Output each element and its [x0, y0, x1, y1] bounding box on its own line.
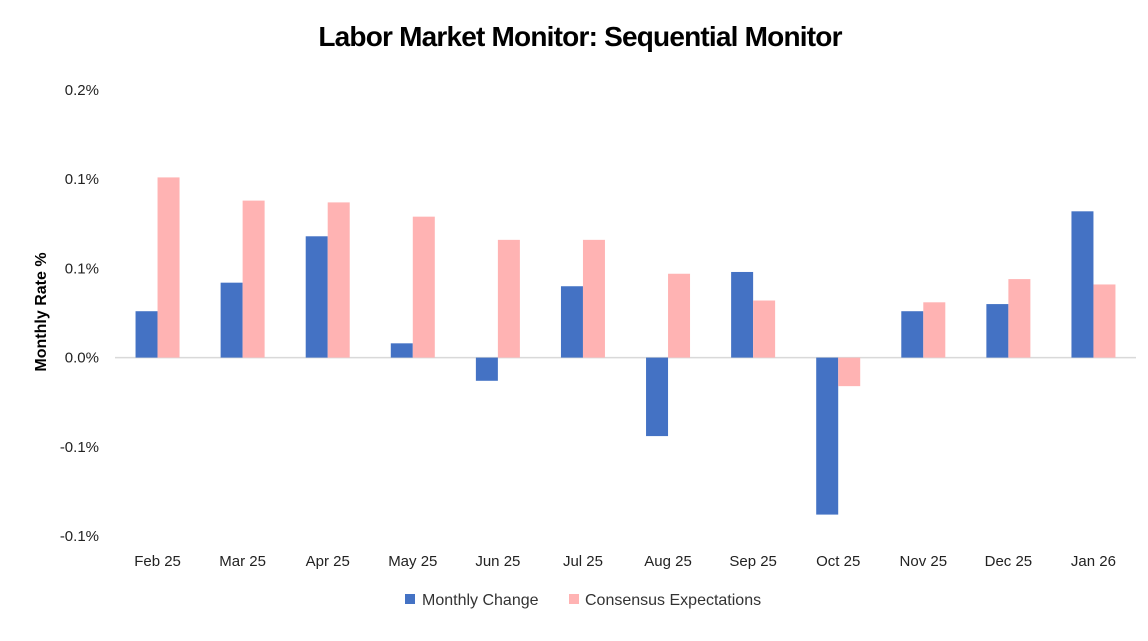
bar-consensus-expectations-dec-25 — [1008, 279, 1031, 358]
x-tick-label: Aug 25 — [644, 553, 692, 570]
x-tick-label: Jan 26 — [1071, 553, 1116, 570]
bar-monthly-change-feb-25 — [135, 311, 158, 358]
bar-consensus-expectations-oct-25 — [838, 357, 861, 387]
x-tick-label: Feb 25 — [134, 553, 181, 570]
bar-consensus-expectations-jun-25 — [497, 239, 520, 358]
bar-consensus-expectations-jan-26 — [1093, 284, 1116, 358]
bar-monthly-change-oct-25 — [816, 357, 839, 515]
bar-consensus-expectations-may-25 — [412, 216, 435, 358]
chart-title: Labor Market Monitor: Sequential Monitor — [318, 21, 842, 52]
x-tick-label: Nov 25 — [900, 553, 948, 570]
bar-consensus-expectations-sep-25 — [753, 300, 776, 358]
x-tick-label: Jul 25 — [563, 553, 603, 570]
bar-consensus-expectations-feb-25 — [157, 177, 180, 358]
bar-consensus-expectations-mar-25 — [242, 200, 265, 358]
bar-consensus-expectations-aug-25 — [668, 273, 691, 358]
x-tick-label: Apr 25 — [306, 553, 350, 570]
bar-consensus-expectations-jul-25 — [582, 239, 605, 358]
legend-label-consensus-expectations: Consensus Expectations — [585, 592, 761, 609]
bar-series — [135, 177, 1116, 515]
y-tick-label: -0.1% — [60, 528, 99, 545]
y-axis-ticks: -0.1% -0.1% 0.0% 0.1% 0.1% 0.2% — [60, 82, 99, 545]
x-tick-label: Oct 25 — [816, 553, 860, 570]
bar-monthly-change-nov-25 — [901, 311, 924, 358]
x-tick-label: Sep 25 — [729, 553, 777, 570]
bar-monthly-change-jul-25 — [560, 286, 583, 358]
y-tick-label: 0.1% — [65, 260, 99, 277]
x-tick-label: Jun 25 — [475, 553, 520, 570]
legend-label-monthly-change: Monthly Change — [422, 592, 539, 609]
bar-monthly-change-jun-25 — [475, 357, 498, 381]
bar-monthly-change-apr-25 — [305, 236, 328, 358]
y-tick-label: 0.0% — [65, 350, 99, 367]
bar-monthly-change-aug-25 — [646, 357, 669, 437]
bar-monthly-change-jan-26 — [1071, 211, 1094, 358]
y-axis-title: Monthly Rate % — [33, 252, 50, 371]
bar-consensus-expectations-nov-25 — [923, 302, 946, 358]
x-tick-label: Mar 25 — [219, 553, 266, 570]
y-tick-label: 0.2% — [65, 82, 99, 99]
legend-swatch-monthly-change — [405, 594, 415, 604]
y-tick-label: 0.1% — [65, 171, 99, 188]
bar-monthly-change-dec-25 — [986, 304, 1009, 358]
bar-monthly-change-may-25 — [390, 343, 413, 358]
bar-consensus-expectations-apr-25 — [327, 202, 350, 358]
bar-monthly-change-mar-25 — [220, 282, 243, 358]
x-tick-label: May 25 — [388, 553, 437, 570]
x-axis-ticks: Feb 25 Mar 25 Apr 25 May 25 Jun 25 Jul 25 Aug … — [134, 553, 1116, 570]
legend-swatch-consensus-expectations — [569, 594, 579, 604]
legend: Monthly Change Consensus Expectations — [405, 592, 761, 609]
x-tick-label: Dec 25 — [985, 553, 1033, 570]
bar-monthly-change-sep-25 — [731, 271, 754, 358]
y-tick-label: -0.1% — [60, 439, 99, 456]
